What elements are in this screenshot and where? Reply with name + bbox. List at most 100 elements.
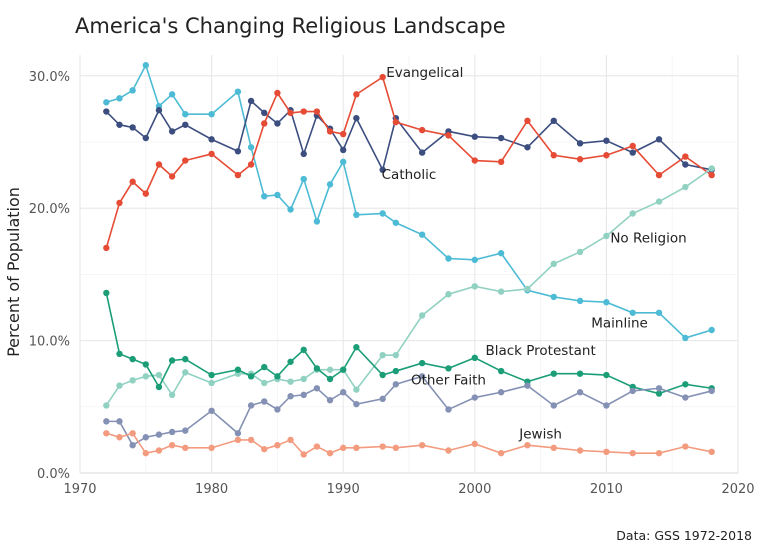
y-tick-label: 10.0% — [29, 335, 70, 350]
data-point-black-protestant — [116, 350, 123, 358]
data-point-jewish — [379, 443, 386, 450]
data-point-jewish — [576, 447, 584, 454]
data-point-evangelical — [392, 118, 400, 126]
data-point-other-faith — [208, 407, 215, 414]
data-point-catholic — [208, 136, 215, 143]
series-other-faith — [103, 373, 715, 449]
label-other-faith: Other Faith — [411, 372, 486, 388]
data-point-evangelical — [445, 132, 452, 139]
data-point-jewish — [234, 436, 242, 444]
data-point-black-protestant — [313, 365, 321, 372]
data-point-other-faith — [234, 430, 242, 437]
data-point-catholic — [129, 124, 136, 131]
series-line-mainline — [106, 63, 712, 339]
data-point-mainline — [340, 158, 347, 166]
data-point-mainline — [655, 309, 663, 316]
data-point-jewish — [471, 440, 478, 448]
data-point-other-faith — [418, 373, 426, 380]
data-point-no-religion — [116, 382, 123, 389]
data-point-no-religion — [103, 402, 110, 409]
data-point-mainline — [418, 231, 426, 238]
y-axis-label: Percent of Population — [4, 187, 23, 357]
data-point-evangelical — [326, 128, 334, 135]
data-point-mainline — [129, 87, 136, 94]
data-point-no-religion — [300, 375, 307, 383]
data-point-black-protestant — [418, 359, 426, 367]
data-point-no-religion — [445, 291, 452, 298]
data-point-no-religion — [629, 210, 636, 217]
data-point-jewish — [116, 434, 123, 441]
data-point-black-protestant — [326, 375, 334, 383]
data-point-catholic — [182, 121, 189, 128]
data-point-catholic — [576, 140, 584, 147]
data-point-jewish — [340, 444, 347, 452]
data-point-evangelical — [353, 91, 360, 98]
data-point-catholic — [103, 108, 110, 115]
data-point-black-protestant — [682, 381, 689, 388]
data-point-jewish — [655, 449, 663, 457]
data-point-black-protestant — [261, 363, 268, 371]
data-point-catholic — [550, 117, 557, 125]
data-point-mainline — [445, 255, 452, 262]
data-point-evangelical — [129, 178, 136, 185]
data-point-black-protestant — [208, 371, 215, 379]
data-point-other-faith — [576, 389, 584, 396]
data-point-jewish — [168, 441, 176, 449]
data-point-catholic — [234, 148, 242, 155]
data-point-jewish — [603, 448, 610, 456]
x-tick-label: 1980 — [195, 482, 228, 497]
data-point-no-religion — [497, 288, 505, 295]
data-point-black-protestant — [445, 365, 452, 372]
x-tick-label: 1970 — [63, 482, 96, 497]
data-point-black-protestant — [168, 357, 176, 364]
data-point-mainline — [247, 144, 255, 151]
data-point-catholic — [155, 107, 163, 114]
series-jewish — [103, 430, 715, 458]
data-point-other-faith — [155, 431, 163, 438]
data-point-no-religion — [550, 260, 557, 268]
data-point-jewish — [274, 441, 281, 449]
data-point-evangelical — [655, 171, 663, 179]
data-point-jewish — [247, 436, 255, 444]
series-black-protestant — [103, 289, 715, 397]
data-point-evangelical — [418, 126, 426, 134]
data-point-evangelical — [550, 152, 557, 159]
data-point-black-protestant — [576, 370, 584, 377]
data-point-black-protestant — [471, 354, 478, 362]
data-point-catholic — [418, 149, 426, 156]
data-point-no-religion — [682, 183, 689, 191]
data-point-mainline — [353, 211, 360, 219]
data-point-no-religion — [379, 351, 386, 359]
data-point-jewish — [524, 441, 531, 449]
data-point-black-protestant — [274, 373, 281, 380]
series-group — [103, 62, 715, 458]
data-point-catholic — [655, 136, 663, 143]
data-point-mainline — [471, 256, 478, 264]
data-point-no-religion — [261, 379, 268, 387]
data-point-other-faith — [300, 391, 307, 399]
data-point-jewish — [392, 444, 400, 452]
data-point-evangelical — [247, 161, 255, 168]
data-point-evangelical — [629, 142, 636, 150]
data-point-jewish — [682, 443, 689, 450]
data-point-other-faith — [655, 385, 663, 392]
y-tick-label: 0.0% — [37, 467, 70, 482]
label-catholic: Catholic — [382, 167, 437, 183]
data-point-evangelical — [682, 153, 689, 160]
x-tick-label: 2010 — [590, 482, 623, 497]
data-point-other-faith — [103, 418, 110, 425]
data-point-catholic — [497, 134, 505, 142]
data-point-mainline — [182, 110, 189, 118]
data-point-mainline — [603, 299, 610, 306]
data-point-no-religion — [168, 391, 176, 399]
data-point-catholic — [247, 97, 255, 105]
data-point-mainline — [550, 293, 557, 301]
data-point-no-religion — [471, 283, 478, 290]
data-point-other-faith — [629, 387, 636, 395]
data-point-other-faith — [471, 394, 478, 401]
data-point-evangelical — [261, 120, 268, 127]
data-point-black-protestant — [155, 383, 163, 391]
data-point-black-protestant — [550, 370, 557, 377]
data-point-catholic — [682, 161, 689, 168]
